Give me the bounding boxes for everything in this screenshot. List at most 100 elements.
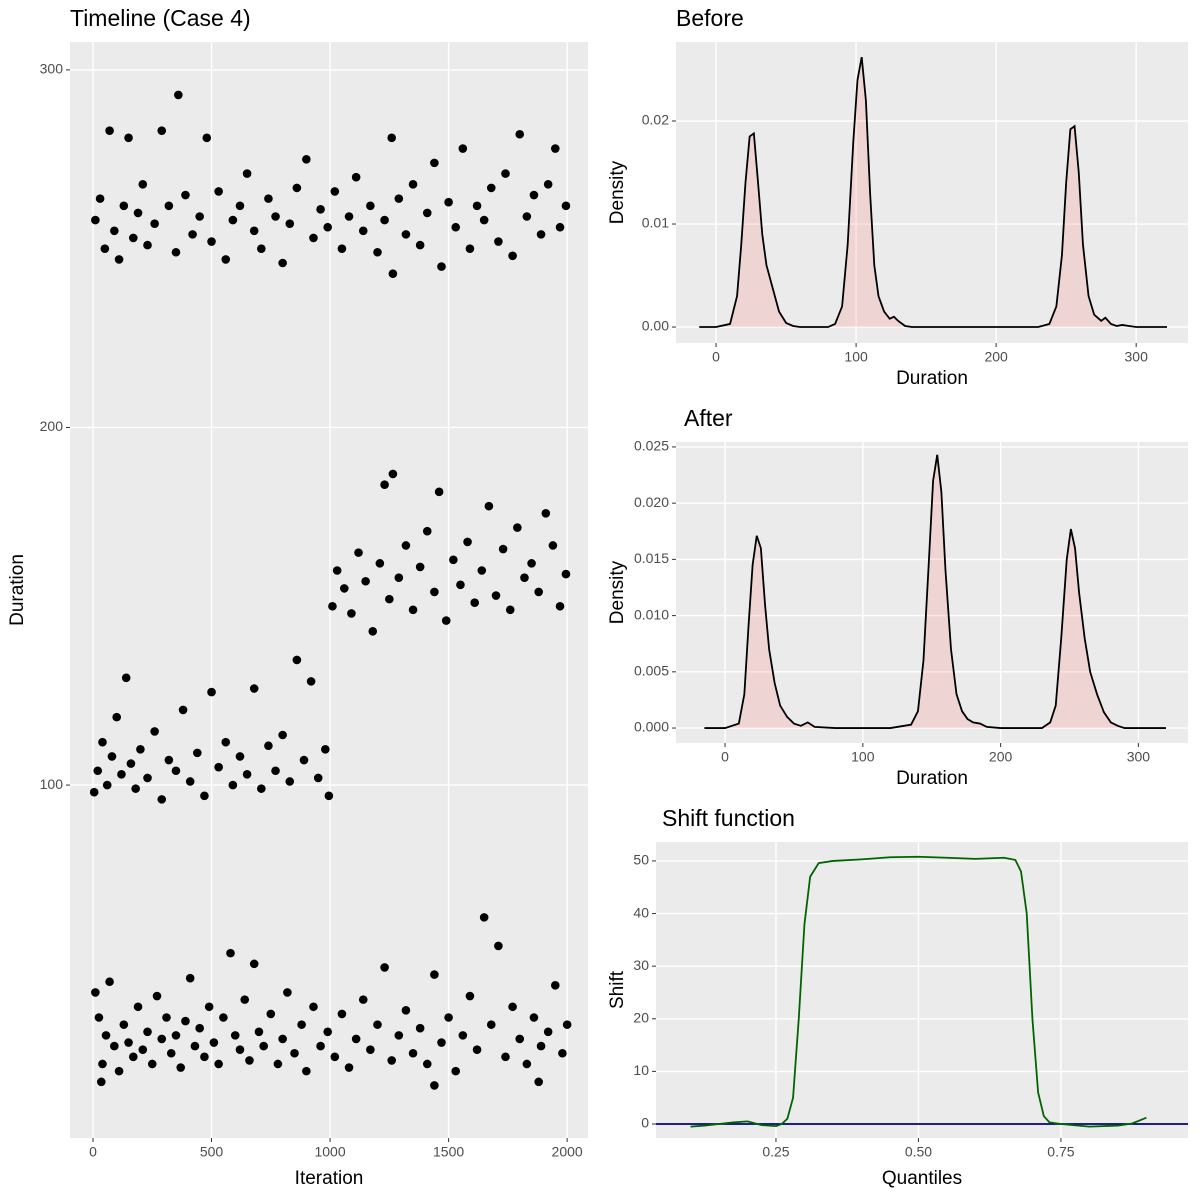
point [195, 212, 204, 221]
point [508, 251, 517, 261]
point [290, 1048, 299, 1058]
point [380, 215, 389, 225]
density-area [704, 454, 1166, 729]
point [124, 1038, 133, 1047]
point [166, 1048, 176, 1058]
point [124, 133, 133, 143]
y-tick-label: 0.00 [642, 318, 669, 334]
point [430, 970, 439, 979]
point [501, 1052, 510, 1062]
point [543, 180, 553, 189]
point [136, 745, 145, 754]
point [89, 787, 99, 797]
point [302, 154, 311, 164]
point [207, 687, 216, 697]
point [157, 1034, 167, 1044]
point [394, 573, 404, 582]
point [344, 212, 354, 221]
panel-background [676, 42, 1188, 343]
point [508, 1002, 517, 1012]
y-tick-label: 0.015 [634, 550, 669, 566]
point [415, 562, 425, 572]
point [278, 730, 287, 740]
x-axis-label: Duration [896, 368, 968, 389]
x-tick-label: 100 [844, 349, 868, 365]
point [479, 913, 489, 922]
panel-background [656, 842, 1188, 1138]
point [465, 244, 475, 253]
point [529, 190, 539, 200]
x-tick-label: 0.50 [905, 1144, 932, 1160]
point [534, 1077, 543, 1087]
point [126, 759, 136, 768]
x-axis-label: Quantiles [882, 1168, 962, 1189]
point [366, 201, 375, 211]
point [354, 548, 363, 557]
point [408, 605, 418, 615]
point [242, 169, 252, 178]
point [235, 752, 245, 761]
point [501, 169, 510, 178]
point [264, 194, 273, 203]
density-area [699, 56, 1167, 328]
point [529, 1013, 539, 1022]
point [550, 144, 560, 153]
point [309, 233, 318, 243]
point [388, 269, 398, 279]
point [273, 1059, 283, 1069]
point [351, 1034, 361, 1044]
point [91, 988, 100, 997]
point [408, 1048, 418, 1058]
point [114, 255, 124, 264]
point [221, 737, 231, 747]
point [95, 194, 105, 203]
point [164, 755, 174, 765]
point [444, 197, 453, 207]
point [245, 1056, 254, 1065]
point [98, 737, 107, 747]
point [112, 712, 122, 722]
point [387, 133, 397, 143]
point [285, 777, 295, 786]
point [133, 208, 143, 218]
point [548, 541, 558, 550]
point [358, 995, 368, 1004]
point [324, 791, 334, 801]
point [242, 770, 252, 779]
point [422, 526, 432, 536]
point [561, 569, 571, 579]
point [479, 215, 489, 225]
chart-title: Before [676, 5, 744, 31]
point [522, 212, 532, 221]
point [254, 1027, 264, 1037]
point [437, 262, 446, 271]
point [240, 995, 250, 1004]
y-tick-label: 0.01 [642, 215, 669, 231]
point [271, 212, 280, 221]
point [394, 194, 404, 203]
point [128, 1052, 138, 1062]
x-tick-label: 0 [721, 749, 729, 765]
chart-title: After [684, 405, 733, 431]
y-tick-label: 30 [633, 957, 649, 973]
point [259, 1041, 268, 1051]
point [394, 1031, 404, 1040]
point [143, 773, 152, 783]
point [214, 762, 223, 772]
point [235, 201, 245, 211]
chart-title: Timeline (Case 4) [70, 5, 251, 31]
point [143, 240, 152, 250]
point [515, 129, 525, 139]
y-tick-label: 100 [40, 776, 64, 792]
point [387, 1056, 397, 1065]
point [162, 1013, 171, 1022]
point [257, 784, 266, 793]
point [292, 183, 302, 193]
point [368, 627, 378, 636]
point [306, 677, 316, 686]
x-tick-label: 500 [200, 1144, 224, 1160]
point [278, 1034, 287, 1044]
point [257, 244, 266, 253]
point [491, 591, 501, 600]
